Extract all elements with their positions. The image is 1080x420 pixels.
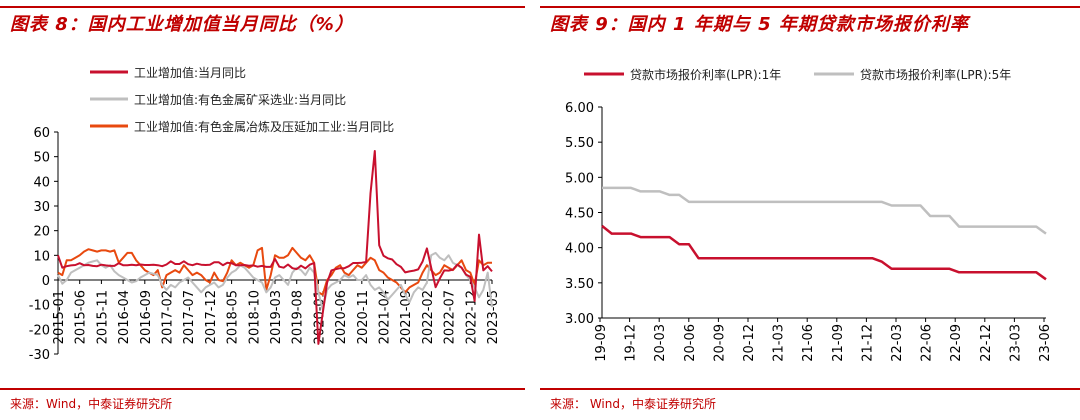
x-tick-label: 2016-09: [139, 290, 154, 344]
legend-label-1: 工业增加值:当月同比: [134, 65, 246, 80]
x-tick-label: 20-09: [712, 324, 727, 362]
x-tick-label: 23-03: [1008, 324, 1023, 362]
legend-label-3: 工业增加值:有色金属冶炼及压延加工业:当月同比: [134, 119, 394, 134]
x-tick-label: 20-06: [683, 324, 698, 362]
x-tick-label: 2022-07: [443, 290, 458, 344]
figure-9-title: 图表 9：国内 1 年期与 5 年期贷款市场报价利率: [550, 14, 969, 35]
x-tick-label: 21-03: [772, 324, 787, 362]
x-tick-label: 20-12: [742, 324, 757, 362]
y-tick-label: 0: [42, 274, 50, 289]
y-tick-label: 20: [33, 225, 50, 240]
y-tick-label: 4.50: [565, 207, 594, 222]
y-tick-label: 60: [33, 126, 50, 141]
series-line-2: [602, 186, 1047, 235]
title-rule: [0, 6, 525, 8]
x-tick-label: 2018-05: [226, 290, 241, 344]
figure-9-chart: 3.00 3.50 4.00 4.50 5.00 5.50 6.00 19-09 19-12 20…: [565, 67, 1053, 362]
y-tick-label: -10: [29, 299, 50, 314]
x-tick-label: 2022-02: [421, 290, 436, 344]
x-tick-label: 2015-01: [52, 290, 67, 344]
x-tick-label: 23-06: [1038, 324, 1053, 362]
y-tick-label: 3.00: [565, 312, 594, 327]
figure-8-source: 来源：Wind，中泰证券研究所: [10, 397, 173, 411]
x-tick-label: 2017-07: [182, 290, 197, 344]
source-rule: [540, 388, 1080, 390]
y-tick-label: 4.00: [565, 242, 594, 257]
x-tick-label: 21-12: [860, 324, 875, 362]
y-tick-label: 5.50: [565, 136, 594, 151]
x-tick-label: 21-09: [831, 324, 846, 362]
x-tick-label: 2019-03: [269, 290, 284, 344]
legend-label-1: 贷款市场报价利率(LPR):1年: [630, 67, 781, 82]
x-tick-label: 19-12: [624, 324, 639, 362]
x-tick-label: 20-03: [653, 324, 668, 362]
figure-9-panel: 图表 9：国内 1 年期与 5 年期贷款市场报价利率 3.00 3.50 4.00 4…: [540, 0, 1080, 420]
y-tick-label: -20: [29, 323, 50, 338]
y-tick-label: 6.00: [565, 101, 594, 116]
x-tick-label: 22-03: [890, 324, 905, 362]
x-tick-label: 2017-02: [161, 290, 176, 344]
y-tick-label: -30: [29, 348, 50, 363]
y-tick-label: 30: [33, 200, 50, 215]
x-tick-label: 2015-06: [74, 290, 89, 344]
x-tick-label: 2022-12: [464, 290, 479, 344]
series-line-1: [601, 224, 1047, 281]
x-tick-label: 2020-06: [334, 290, 349, 344]
x-tick-label: 2023-05: [486, 290, 501, 344]
figure-8-panel: 图表 8：国内工业增加值当月同比（%） -30 -20 -10 0 10 20 30 40 50…: [0, 0, 530, 420]
series-line-2: [57, 251, 493, 311]
series-line-1: [57, 150, 493, 345]
x-tick-label: 22-09: [949, 324, 964, 362]
x-tick-label: 22-06: [920, 324, 935, 362]
y-tick-label: 3.50: [565, 277, 594, 292]
legend-label-2: 贷款市场报价利率(LPR):5年: [860, 67, 1011, 82]
figure-9-source: 来源： Wind，中泰证券研究所: [550, 397, 716, 411]
source-rule: [0, 388, 525, 390]
x-tick-label: 2021-04: [378, 290, 393, 344]
figure-8-chart: -30 -20 -10 0 10 20 30 40 50 60 2015-01 2015-06 2015…: [29, 65, 501, 363]
series-line-3: [57, 246, 492, 296]
y-tick-label: 5.00: [565, 171, 594, 186]
x-tick-label: 22-12: [979, 324, 994, 362]
x-tick-label: 2015-11: [95, 290, 110, 344]
title-rule: [540, 6, 1080, 8]
x-tick-label: 2016-04: [117, 290, 132, 344]
figure-8-title: 图表 8：国内工业增加值当月同比（%）: [10, 14, 354, 35]
x-tick-label: 19-09: [594, 324, 609, 362]
x-tick-label: 21-06: [801, 324, 816, 362]
y-tick-label: 50: [33, 151, 50, 166]
x-tick-label: 2018-10: [247, 290, 262, 344]
legend-label-2: 工业增加值:有色金属矿采选业:当月同比: [134, 92, 346, 107]
y-tick-label: 40: [33, 175, 50, 190]
x-tick-label: 2020-11: [356, 290, 371, 344]
y-tick-label: 10: [33, 249, 50, 264]
x-tick-label: 2017-12: [204, 290, 219, 344]
x-tick-label: 2019-08: [291, 290, 306, 344]
x-tick-label: 2021-09: [399, 290, 414, 344]
